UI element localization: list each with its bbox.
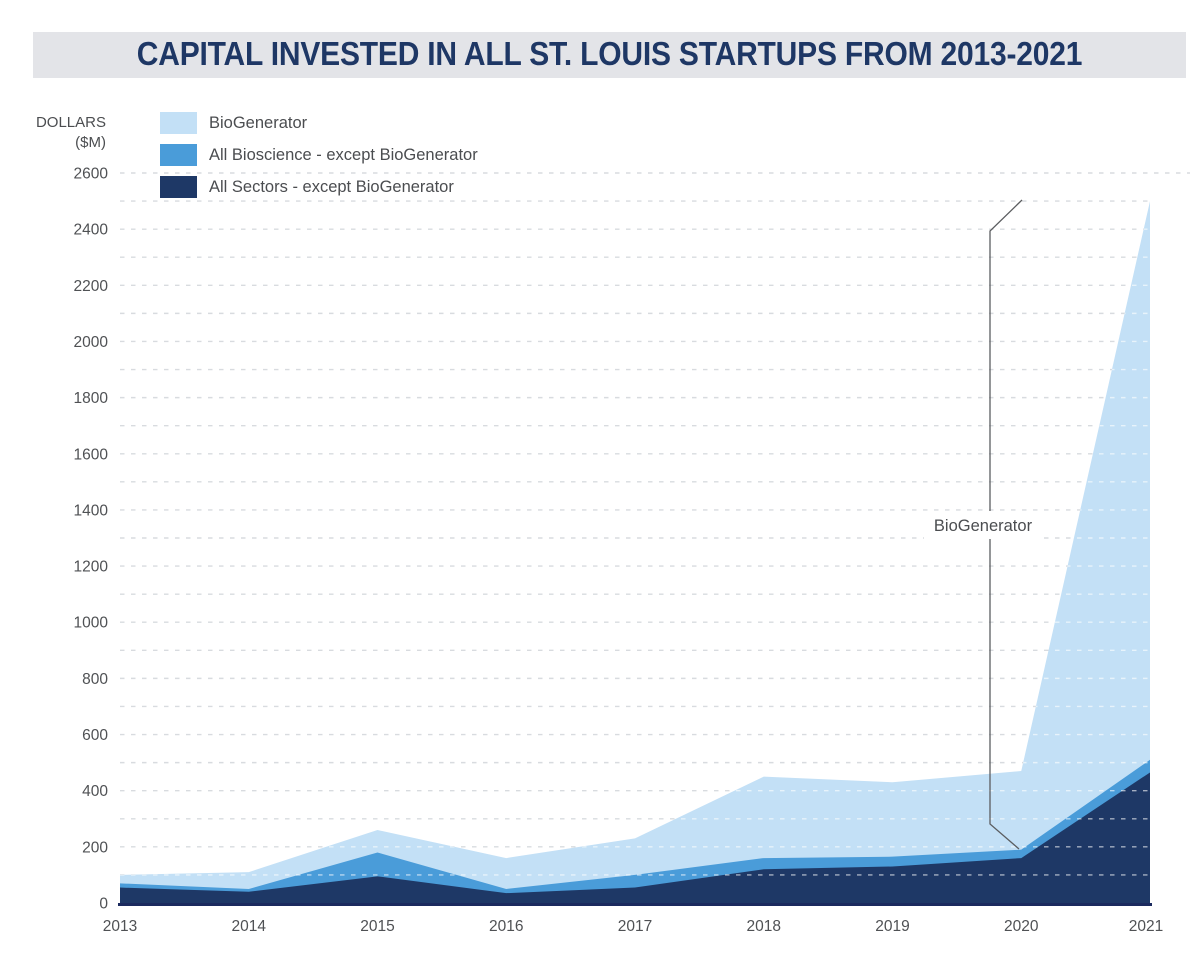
page-title: CAPITAL INVESTED IN ALL ST. LOUIS STARTU… (136, 35, 1083, 73)
x-tick-label: 2019 (875, 918, 909, 935)
y-axis-title-line1: DOLLARS (35, 114, 106, 131)
y-axis-title-line2: ($M) (75, 134, 106, 152)
y-tick-label: 2600 (74, 166, 109, 183)
y-tick-label: 2200 (74, 278, 109, 295)
legend-item-all-sectors: All Sectors - except BioGenerator (160, 176, 478, 198)
y-tick-label: 200 (82, 839, 108, 856)
legend-item-biogenerator: BioGenerator (160, 112, 478, 134)
y-tick-label: 1600 (74, 446, 109, 463)
y-tick-label: 1400 (74, 502, 109, 519)
x-tick-label: 2013 (103, 918, 137, 935)
y-axis-title: DOLLARS ($M) (28, 113, 106, 154)
legend: BioGenerator All Bioscience - except Bio… (160, 112, 478, 208)
area-all-sectors-except-biogenerator (120, 772, 1150, 903)
x-tick-label: 2021 (1129, 918, 1163, 935)
legend-swatch-all-bioscience (160, 144, 197, 166)
legend-label: All Sectors - except BioGenerator (209, 177, 454, 196)
annotation-label: BioGenerator (934, 517, 1033, 535)
x-tick-label: 2016 (489, 918, 523, 935)
legend-label: BioGenerator (209, 113, 308, 132)
legend-label: All Bioscience - except BioGenerator (209, 145, 478, 164)
x-tick-label: 2018 (747, 918, 781, 935)
legend-swatch-biogenerator (160, 112, 197, 134)
title-banner: CAPITAL INVESTED IN ALL ST. LOUIS STARTU… (33, 32, 1186, 78)
y-tick-label: 0 (99, 896, 108, 913)
x-tick-label: 2014 (232, 918, 267, 935)
y-tick-label: 2400 (74, 222, 109, 239)
y-tick-label: 1000 (74, 615, 109, 632)
y-tick-label: 1800 (74, 390, 109, 407)
y-tick-label: 600 (82, 727, 108, 744)
y-tick-label: 1200 (74, 559, 109, 576)
y-tick-label: 2000 (74, 334, 109, 351)
x-tick-label: 2015 (360, 918, 394, 935)
y-tick-label: 400 (82, 783, 108, 800)
x-tick-label: 2020 (1004, 918, 1039, 935)
y-tick-label: 800 (82, 671, 108, 688)
x-tick-label: 2017 (618, 918, 652, 935)
area-biogenerator (120, 201, 1150, 904)
annotation-label-bg (924, 511, 1042, 539)
legend-item-all-bioscience: All Bioscience - except BioGenerator (160, 144, 478, 166)
legend-swatch-all-sectors (160, 176, 197, 198)
